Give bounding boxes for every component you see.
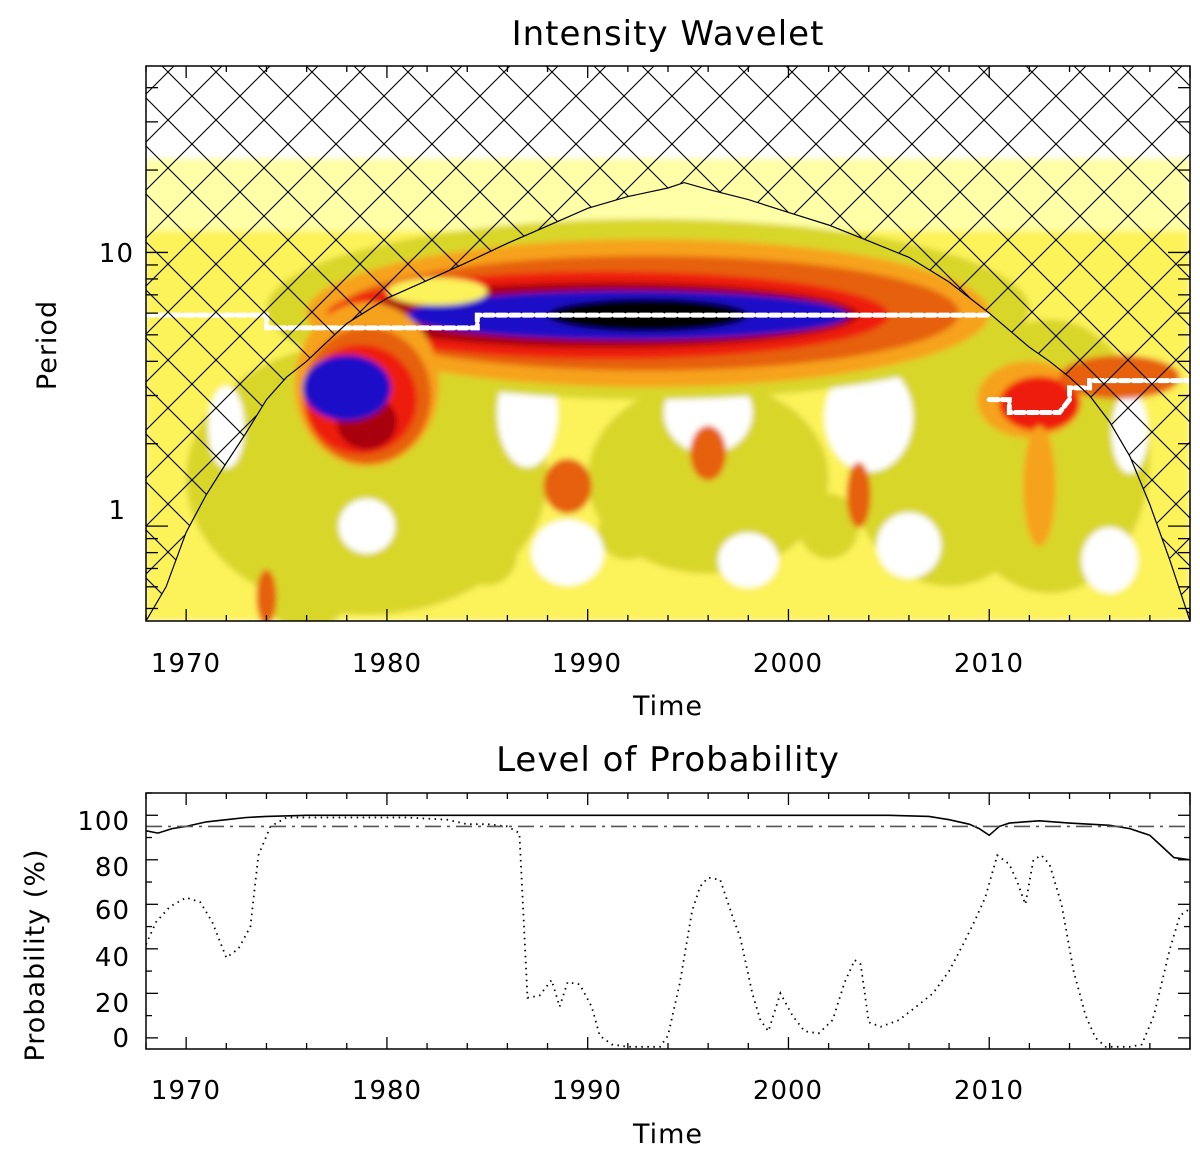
wavelet-power-map <box>146 66 1190 621</box>
power-contour-2 <box>186 341 548 615</box>
probability-plot-frame <box>145 792 1191 1050</box>
probability-ytick-60: 60 <box>95 896 130 926</box>
cone-of-influence-line <box>146 181 1190 621</box>
wavelet-xtick-2010: 2010 <box>954 649 1024 679</box>
power-contour-11 <box>396 555 458 600</box>
wavelet-xlabel: Time <box>632 691 703 722</box>
probability-plot-area <box>146 814 1190 1048</box>
probability-xtick-1990: 1990 <box>552 1076 622 1106</box>
wavelet-ytick-1: 1 <box>108 496 126 526</box>
probability-ytick-40: 40 <box>95 943 130 973</box>
wavelet-xtick-1990: 1990 <box>552 649 622 679</box>
power-contour-8 <box>597 504 658 560</box>
probability-ylabel: Probability (%) <box>20 848 51 1061</box>
power-contour-14 <box>718 532 779 588</box>
power-contour-12 <box>338 498 395 554</box>
probability-xtick-1970: 1970 <box>151 1076 221 1106</box>
probability-dotted-line <box>146 816 1190 1048</box>
wavelet-title: Intensity Wavelet <box>512 14 825 54</box>
probability-axis-ticks <box>145 792 1191 1049</box>
wavelet-xtick-1970: 1970 <box>151 649 221 679</box>
power-contour-6 <box>266 564 347 621</box>
power-contour-9 <box>798 493 859 559</box>
power-contour-41 <box>256 569 277 621</box>
wavelet-ylabel: Period <box>32 300 63 390</box>
probability-title: Level of Probability <box>496 740 840 780</box>
probability-ytick-20: 20 <box>95 989 130 1019</box>
power-contour-13 <box>531 519 604 586</box>
power-contour-7 <box>457 519 518 586</box>
probability-xtick-1980: 1980 <box>352 1076 422 1106</box>
power-contour-33 <box>302 355 391 421</box>
probability-ytick-80: 80 <box>95 853 130 883</box>
wavelet-ytick-10: 10 <box>99 239 134 269</box>
power-contour-35 <box>999 376 1080 432</box>
probability-xtick-2010: 2010 <box>954 1076 1024 1106</box>
power-contour-36 <box>1023 425 1056 547</box>
power-contour-19 <box>824 362 913 472</box>
probability-ytick-100: 100 <box>77 807 130 837</box>
wavelet-axis-ticks <box>145 66 1191 621</box>
probability-xtick-2000: 2000 <box>753 1076 823 1106</box>
power-contour-40 <box>846 462 871 528</box>
power-contour-38 <box>543 458 592 514</box>
probability-xlabel: Time <box>632 1119 703 1150</box>
probability-solid-line <box>146 814 1190 861</box>
wavelet-xtick-2000: 2000 <box>753 649 823 679</box>
cone-of-influence-hatch <box>146 66 1190 621</box>
wavelet-xtick-1980: 1980 <box>352 649 422 679</box>
power-contour-15 <box>876 512 942 579</box>
power-contour-39 <box>690 425 727 481</box>
power-contour-16 <box>1081 527 1138 594</box>
probability-ytick-0: 0 <box>112 1024 130 1054</box>
